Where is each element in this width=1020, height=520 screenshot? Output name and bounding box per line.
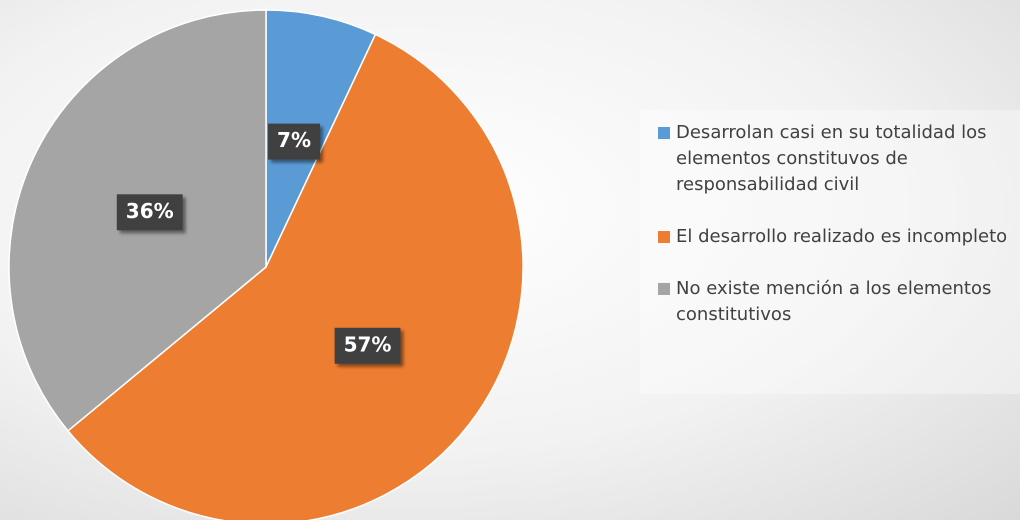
legend-swatch bbox=[658, 127, 670, 139]
chart: 7% 57% 36% bbox=[8, 9, 524, 520]
data-label-box bbox=[268, 123, 321, 160]
data-label-box bbox=[334, 327, 401, 364]
legend-item: No existe mención a los elementos consti… bbox=[658, 276, 1020, 328]
data-label-box bbox=[116, 194, 183, 231]
pie-slice bbox=[66, 33, 524, 520]
legend-label: Desarrolan casi en su totalidad los elem… bbox=[676, 122, 987, 195]
legend-swatch bbox=[658, 283, 670, 295]
legend-item: Desarrolan casi en su totalidad los elem… bbox=[658, 120, 1020, 198]
legend-swatch bbox=[658, 231, 670, 243]
legend-item: El desarrollo realizado es incompleto bbox=[658, 224, 1020, 250]
data-label: 57% bbox=[344, 332, 392, 356]
legend-label: El desarrollo realizado es incompleto bbox=[676, 226, 1008, 247]
legend: Desarrolan casi en su totalidad los elem… bbox=[640, 110, 1020, 394]
pie-slice bbox=[265, 9, 377, 268]
data-label: 36% bbox=[126, 199, 174, 223]
legend-label: No existe mención a los elementos consti… bbox=[676, 278, 992, 325]
data-label: 7% bbox=[277, 128, 311, 152]
